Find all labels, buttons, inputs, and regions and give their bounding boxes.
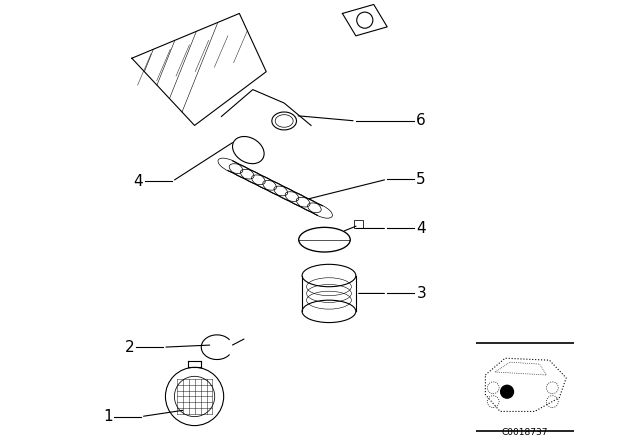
- Text: 2: 2: [124, 340, 134, 355]
- Circle shape: [500, 385, 513, 398]
- Text: 4: 4: [417, 221, 426, 236]
- Text: 6: 6: [417, 113, 426, 129]
- Text: C0018737: C0018737: [502, 428, 548, 437]
- Text: 4: 4: [133, 174, 143, 189]
- Text: 3: 3: [417, 286, 426, 301]
- Text: 1: 1: [104, 409, 113, 424]
- Text: 5: 5: [417, 172, 426, 187]
